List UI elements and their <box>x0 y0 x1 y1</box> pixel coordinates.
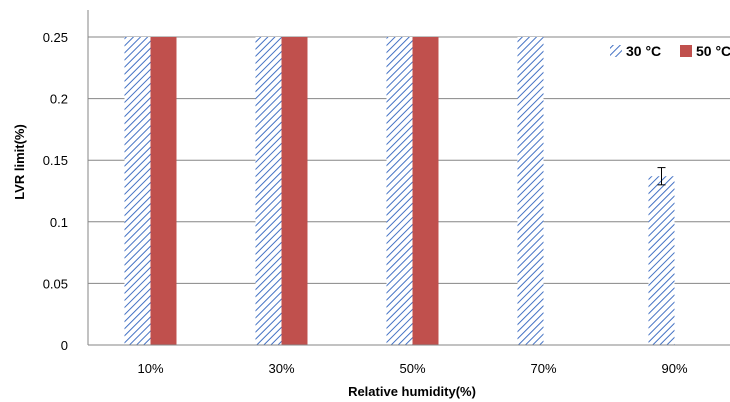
bar-30C-90pct <box>648 176 675 345</box>
x-tick-label: 10% <box>137 361 163 376</box>
x-tick-label: 30% <box>268 361 294 376</box>
legend-swatch <box>680 45 692 57</box>
legend: 30 °C 50 °C <box>610 43 730 59</box>
y-axis-ticks: 0 0.05 0.1 0.15 0.2 0.25 <box>43 30 68 353</box>
error-bar <box>657 167 666 186</box>
legend-label: 30 °C <box>626 43 661 59</box>
bars <box>124 37 675 345</box>
x-tick-label: 90% <box>661 361 687 376</box>
bar-30C-30pct <box>255 37 282 345</box>
error-bars <box>657 167 666 186</box>
legend-swatch <box>610 45 622 57</box>
x-tick-label: 70% <box>530 361 556 376</box>
bar-30C-70pct <box>517 37 544 345</box>
y-axis-title: LVR limit(%) <box>12 124 27 200</box>
y-tick-label: 0.25 <box>43 30 68 45</box>
bar-50C-50pct <box>412 37 439 345</box>
legend-item: 50 °C <box>680 43 730 59</box>
bar-30C-10pct <box>124 37 151 345</box>
legend-item: 30 °C <box>610 43 661 59</box>
x-tick-label: 50% <box>399 361 425 376</box>
x-axis-title: Relative humidity(%) <box>348 384 476 399</box>
y-tick-label: 0.05 <box>43 276 68 291</box>
bar-50C-30pct <box>281 37 308 345</box>
legend-label: 50 °C <box>696 43 730 59</box>
y-tick-label: 0 <box>61 338 68 353</box>
bar-50C-10pct <box>150 37 177 345</box>
y-tick-label: 0.15 <box>43 153 68 168</box>
y-tick-label: 0.2 <box>50 92 68 107</box>
bar-30C-50pct <box>386 37 413 345</box>
y-tick-label: 0.1 <box>50 215 68 230</box>
x-axis-ticks: 10% 30% 50% 70% 90% <box>137 361 687 376</box>
